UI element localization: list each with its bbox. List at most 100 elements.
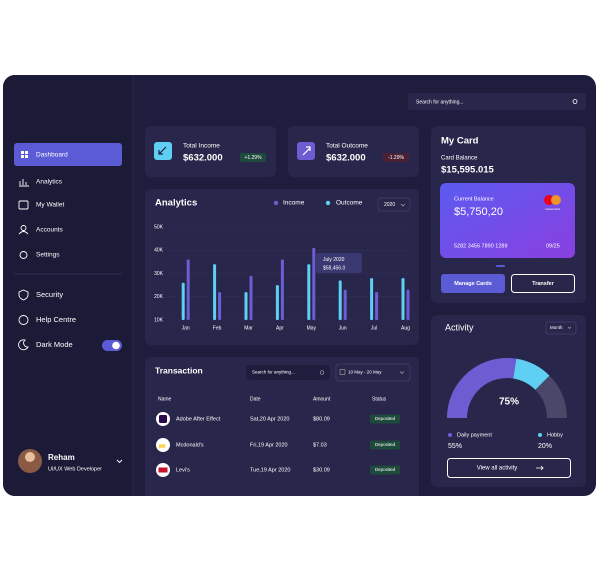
bar — [343, 289, 347, 320]
nav-active-bg[interactable] — [14, 143, 122, 166]
button-label[interactable]: Transfer — [532, 281, 555, 287]
stat-card — [288, 126, 419, 177]
nav-item: Dashboard — [36, 152, 68, 159]
profile-chevron[interactable] — [116, 459, 123, 464]
logo — [158, 444, 166, 449]
card-logo — [551, 195, 561, 205]
nav-icons — [18, 179, 29, 351]
arrow-icon — [302, 146, 311, 156]
nav-item: Help Centre — [36, 315, 76, 324]
nav-item: My Wallet — [36, 202, 64, 209]
bar — [249, 275, 253, 320]
button-label[interactable]: Manage Cards — [454, 281, 492, 287]
x-tick-label: May — [307, 325, 317, 331]
chevron — [567, 326, 572, 329]
logo — [159, 415, 167, 423]
icon — [19, 251, 28, 259]
avatar-face — [25, 452, 35, 462]
legend-dot — [273, 200, 279, 206]
column-header: Date — [250, 396, 261, 402]
stat-icon — [297, 142, 315, 160]
bar — [307, 264, 311, 320]
icon — [18, 339, 29, 351]
nav-item: Analytics — [36, 179, 63, 186]
arrow-icon — [158, 146, 167, 155]
panel-title: My Card — [441, 136, 479, 147]
stat-label: Total Income — [183, 143, 220, 150]
icon — [19, 179, 29, 187]
date-range-picker[interactable] — [335, 363, 411, 382]
gauge-center: 75% — [499, 397, 519, 408]
cell: Tue,19 Apr 2020 — [250, 467, 290, 473]
column-header: Name — [158, 396, 172, 402]
logo — [158, 467, 168, 473]
change-badge — [383, 153, 409, 162]
cell: Fri,19 Apr 2020 — [250, 442, 288, 448]
cell: Levi's — [176, 467, 190, 473]
section-title: Transaction — [155, 365, 203, 375]
activity-panel — [431, 315, 586, 487]
icon — [20, 225, 27, 231]
button-label[interactable]: View all activity — [477, 466, 518, 472]
cell: Sat,20 Apr 2020 — [250, 416, 289, 422]
cell: $7.03 — [313, 442, 327, 448]
stat-change: -1.29% — [388, 155, 404, 161]
legend-dot — [325, 200, 331, 206]
column-header: Amount — [313, 396, 331, 402]
icon — [21, 151, 24, 154]
cell: Adobe After Effect — [176, 416, 221, 422]
legend-value: 55% — [448, 443, 462, 450]
x-tick-label: Jan — [182, 325, 190, 331]
card-expiry: 09/25 — [546, 243, 560, 249]
icon — [18, 200, 29, 210]
search-placeholder: Search for anything... — [252, 370, 295, 375]
transfer-button[interactable] — [511, 274, 575, 293]
bar — [244, 292, 248, 320]
bar — [370, 278, 374, 320]
cell: Mcdonald's — [176, 442, 204, 448]
manage-cards-button[interactable] — [441, 274, 505, 293]
app-window: Search for anything... Dashboard Analytics… — [3, 75, 596, 496]
content: Search for anything... Dashboard Analytics… — [36, 99, 567, 473]
legend-dot — [538, 433, 542, 437]
search-box[interactable] — [408, 93, 586, 110]
legend-label: Outcome — [336, 200, 363, 207]
card-logo — [544, 195, 554, 205]
x-tick-label: Feb — [213, 325, 222, 331]
period-dropdown[interactable] — [545, 321, 577, 335]
credit-card — [440, 183, 575, 258]
bar — [275, 285, 279, 320]
x-tick-label: Jul — [371, 325, 377, 331]
y-tick-label: 50K — [154, 224, 164, 230]
period: 2020 — [384, 202, 395, 208]
gauge-segment — [447, 358, 517, 419]
legend-label: Hobby — [547, 432, 563, 438]
status: Deposited — [375, 442, 396, 447]
stat-change: +1.29% — [244, 155, 262, 161]
transaction-search[interactable] — [246, 365, 330, 380]
tooltip-value: $58,456.0 — [323, 265, 345, 271]
chart-title: Analytics — [155, 198, 197, 209]
icon — [18, 289, 29, 301]
nav-item: Accounts — [36, 227, 63, 234]
stat-label: Total Outcome — [326, 143, 368, 150]
period: Month — [550, 325, 563, 330]
nav-item: Settings — [36, 252, 60, 259]
x-tick-label: Apr — [276, 325, 284, 331]
tooltip — [316, 253, 362, 273]
chevron — [400, 203, 406, 207]
view-activity-button[interactable] — [447, 458, 571, 478]
card-brand: mastercard — [545, 207, 560, 211]
card-amount: $5,750,20 — [454, 206, 503, 218]
status-badge — [370, 465, 400, 475]
legend-label: Daily payment — [457, 432, 492, 438]
bar — [338, 280, 342, 320]
y-tick-label: 40K — [154, 248, 164, 254]
icon — [18, 315, 29, 325]
calendar-icon — [339, 369, 346, 375]
transaction-card — [145, 357, 419, 496]
logo — [156, 438, 170, 452]
stat-icon — [154, 142, 172, 160]
year-dropdown[interactable] — [377, 197, 411, 212]
